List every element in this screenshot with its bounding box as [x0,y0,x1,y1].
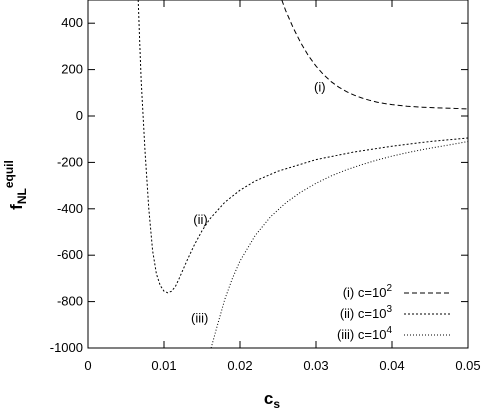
plot-area [87,0,469,349]
legend-label-iii-exp: 4 [386,325,392,336]
x-axis-title-main: c [264,389,273,408]
series-ii-line [137,0,468,294]
x-tick-label: 0.04 [379,358,404,373]
x-tick-label: 0 [84,358,91,373]
legend-label-ii-base: (ii) c=10 [340,306,387,321]
series-iii-line [210,141,468,348]
y-tick-label: -200 [57,154,83,169]
axis-ticks [87,0,469,349]
y-tick-label: 400 [61,15,83,30]
y-axis-title: fNLequil [2,160,29,210]
curves [137,0,468,348]
x-tick-label: 0.02 [227,358,252,373]
annotation-i: (i) [314,80,326,95]
legend: (i) c=102 (ii) c=103 (iii) c=104 [337,283,452,342]
y-axis-title-sup: equil [2,160,16,188]
legend-label-iii-base: (iii) c=10 [337,327,387,342]
y-tick-label: -800 [57,294,83,309]
y-axis-title-main: f [7,204,26,210]
legend-label-i-exp: 2 [386,283,392,294]
tick-labels: 0 0.01 0.02 0.03 0.04 0.05 -1000 -800 -600 -400 -2… [50,15,481,373]
y-tick-label: 200 [61,62,83,77]
legend-label-iii: (iii) c=104 [337,325,393,342]
annotation-iii: (iii) [191,310,208,325]
y-tick-label: -400 [57,201,83,216]
x-axis-title-sub: s [273,397,280,411]
legend-label-ii: (ii) c=103 [340,304,393,321]
y-axis-title-sub: NL [15,188,29,204]
y-tick-label: 0 [76,108,83,123]
x-axis-title: cs [264,389,280,411]
y-tick-label: -600 [57,247,83,262]
x-tick-label: 0.05 [455,358,480,373]
y-tick-label: -1000 [50,340,83,355]
legend-label-i: (i) c=102 [343,283,393,300]
x-tick-label: 0.03 [303,358,328,373]
series-i-line [281,0,468,110]
curve-annotations: (i) (ii) (iii) [191,80,326,326]
legend-label-ii-exp: 3 [386,304,392,315]
legend-label-i-base: (i) c=10 [343,285,387,300]
annotation-ii: (ii) [193,212,207,227]
x-tick-label: 0.01 [151,358,176,373]
